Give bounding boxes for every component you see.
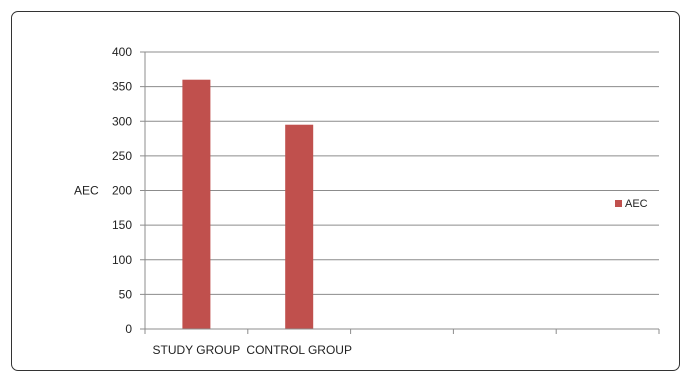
y-tick-labels: 0 50 100 150 200 250 300 350 400 bbox=[112, 45, 145, 336]
y-tick-label: 350 bbox=[112, 80, 132, 94]
legend-label: AEC bbox=[625, 198, 648, 210]
y-axis-label: AEC bbox=[74, 184, 99, 198]
bar bbox=[182, 79, 211, 329]
y-tick-label: 400 bbox=[112, 45, 132, 59]
y-tick-label: 50 bbox=[119, 287, 133, 301]
gridlines bbox=[145, 51, 659, 295]
bars bbox=[182, 79, 314, 330]
x-tick-label: CONTROL GROUP bbox=[246, 343, 352, 354]
y-tick-label: 250 bbox=[112, 149, 132, 163]
bar bbox=[285, 124, 314, 330]
y-tick-label: 150 bbox=[112, 218, 132, 232]
bar-chart: 0 50 100 150 200 250 300 350 400 STUDY GROUP CONT… bbox=[74, 45, 660, 354]
x-tick-labels: STUDY GROUP CONTROL GROUP bbox=[153, 343, 352, 354]
y-tick-label: 100 bbox=[112, 253, 132, 267]
x-tick-label: STUDY GROUP bbox=[153, 343, 241, 354]
y-tick-label: 300 bbox=[112, 114, 132, 128]
legend: AEC bbox=[615, 198, 648, 210]
x-tick-marks bbox=[144, 329, 660, 334]
legend-swatch bbox=[615, 200, 622, 207]
y-tick-label: 0 bbox=[125, 322, 132, 336]
y-tick-label: 200 bbox=[112, 184, 132, 198]
